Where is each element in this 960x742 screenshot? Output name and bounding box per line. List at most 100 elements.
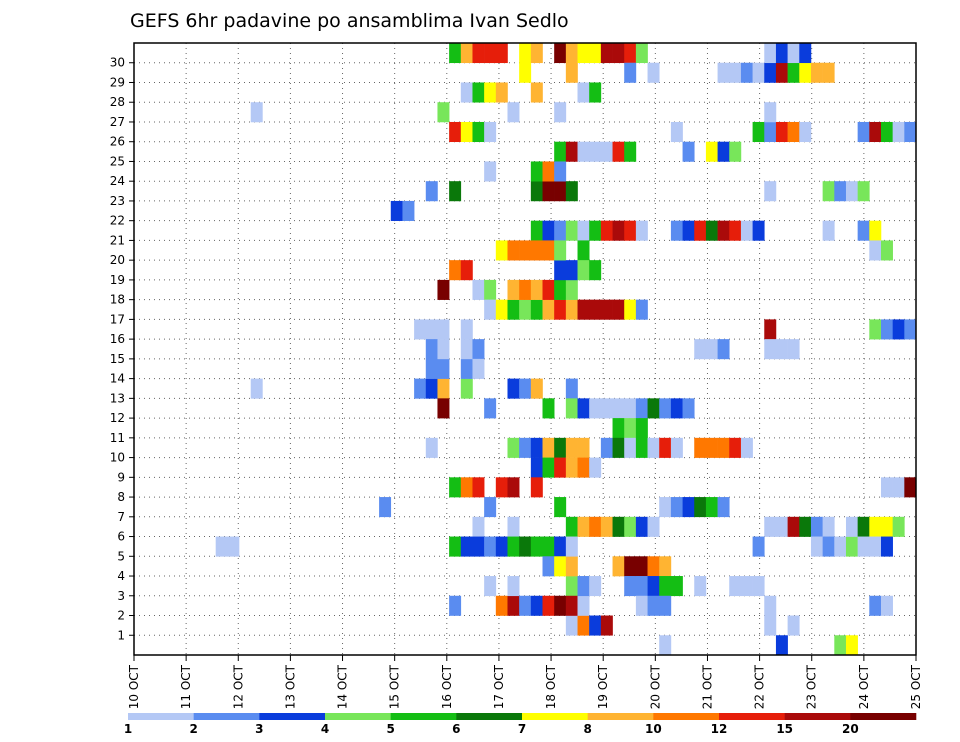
heatmap-cell [612, 516, 625, 537]
heatmap-cell [519, 595, 532, 616]
heatmap-cell [624, 418, 637, 439]
heatmap-cell [472, 339, 485, 360]
heatmap-cell [577, 398, 590, 419]
heatmap-cells [215, 43, 917, 656]
y-tick-label: 2 [117, 609, 125, 623]
heatmap-cell [659, 556, 672, 577]
heatmap-cell [799, 43, 812, 64]
heatmap-cell [659, 398, 672, 419]
heatmap-cell [834, 536, 847, 557]
heatmap-cell [472, 279, 485, 300]
heatmap-cell [857, 181, 870, 202]
heatmap-cell [764, 43, 777, 64]
heatmap-cell [414, 319, 427, 340]
heatmap-cell [892, 319, 905, 340]
x-tick-label: 21 OCT [700, 664, 714, 709]
heatmap-cell [845, 516, 858, 537]
heatmap-cell [880, 121, 893, 143]
heatmap-cell [390, 200, 403, 221]
heatmap-cell [495, 536, 508, 557]
heatmap-cell [484, 121, 497, 143]
heatmap-cell [600, 43, 613, 64]
heatmap-cell [554, 299, 567, 320]
heatmap-cell [402, 200, 415, 221]
heatmap-cell [810, 536, 823, 557]
heatmap-cell [682, 220, 695, 241]
heatmap-cell [717, 497, 730, 518]
heatmap-cell [857, 536, 870, 557]
legend-label: 7 [518, 722, 526, 736]
x-tick-label: 19 OCT [596, 664, 610, 709]
heatmap-cell [460, 339, 473, 360]
heatmap-cell [624, 220, 637, 241]
heatmap-cell [717, 220, 730, 241]
heatmap-cell [425, 358, 438, 379]
legend-swatch [193, 713, 260, 720]
heatmap-cell [554, 457, 567, 478]
heatmap-cell [857, 121, 870, 143]
heatmap-cell [589, 82, 602, 103]
heatmap-cell [565, 615, 578, 636]
heatmap-cell [472, 82, 485, 103]
legend-swatch [259, 713, 326, 720]
heatmap-cell [764, 121, 777, 143]
heatmap-cell [635, 516, 648, 537]
heatmap-cell [869, 240, 882, 261]
heatmap-cell [554, 279, 567, 300]
heatmap-cell [717, 141, 730, 162]
y-tick-label: 9 [117, 470, 125, 484]
heatmap-cell [799, 121, 812, 143]
heatmap-cell [437, 279, 450, 300]
heatmap-cell [530, 457, 543, 478]
heatmap-cell [460, 82, 473, 103]
heatmap-cell [542, 279, 555, 300]
heatmap-cell [565, 398, 578, 419]
heatmap-cell [460, 378, 473, 399]
legend-swatch [456, 713, 523, 720]
heatmap-cell [635, 220, 648, 241]
color-legend: 1 2 3 4 5 6 7 8 10 12 15 20 [124, 713, 917, 736]
heatmap-cell [250, 378, 263, 399]
heatmap-cell [542, 240, 555, 261]
y-tick-label: 6 [117, 530, 125, 544]
heatmap-cell [519, 43, 532, 64]
heatmap-cell [542, 161, 555, 182]
legend-label: 5 [386, 722, 394, 736]
y-axis: 1234567891011121314151617181920212223242… [110, 56, 134, 642]
heatmap-cell [530, 82, 543, 103]
heatmap-cell [542, 299, 555, 320]
heatmap-cell [554, 536, 567, 557]
heatmap-cell [834, 181, 847, 202]
heatmap-cell [600, 615, 613, 636]
heatmap-cell [565, 516, 578, 537]
heatmap-cell [775, 121, 788, 143]
heatmap-cell [729, 576, 742, 597]
legend-label: 12 [711, 722, 728, 736]
heatmap-cell [752, 220, 765, 241]
heatmap-cell [880, 319, 893, 340]
heatmap-cell [507, 102, 520, 123]
heatmap-cell [484, 398, 497, 419]
heatmap-cell [659, 635, 672, 656]
heatmap-cell [752, 62, 765, 83]
y-tick-label: 21 [110, 233, 125, 247]
heatmap-cell [869, 516, 882, 537]
heatmap-cell [472, 477, 485, 498]
heatmap-cell [810, 516, 823, 537]
legend-label: 20 [842, 722, 859, 736]
heatmap-cell [612, 437, 625, 458]
y-tick-label: 10 [110, 451, 125, 465]
heatmap-cell [484, 43, 497, 64]
heatmap-cell [705, 339, 718, 360]
heatmap-cell [647, 595, 660, 616]
x-tick-label: 15 OCT [388, 664, 402, 709]
heatmap-cell [542, 220, 555, 241]
heatmap-cell [612, 418, 625, 439]
heatmap-cell [484, 536, 497, 557]
y-tick-label: 30 [110, 56, 125, 70]
y-tick-label: 23 [110, 194, 125, 208]
heatmap-cell [694, 220, 707, 241]
heatmap-cell [612, 299, 625, 320]
heatmap-cell [624, 299, 637, 320]
heatmap-cell [449, 595, 462, 616]
